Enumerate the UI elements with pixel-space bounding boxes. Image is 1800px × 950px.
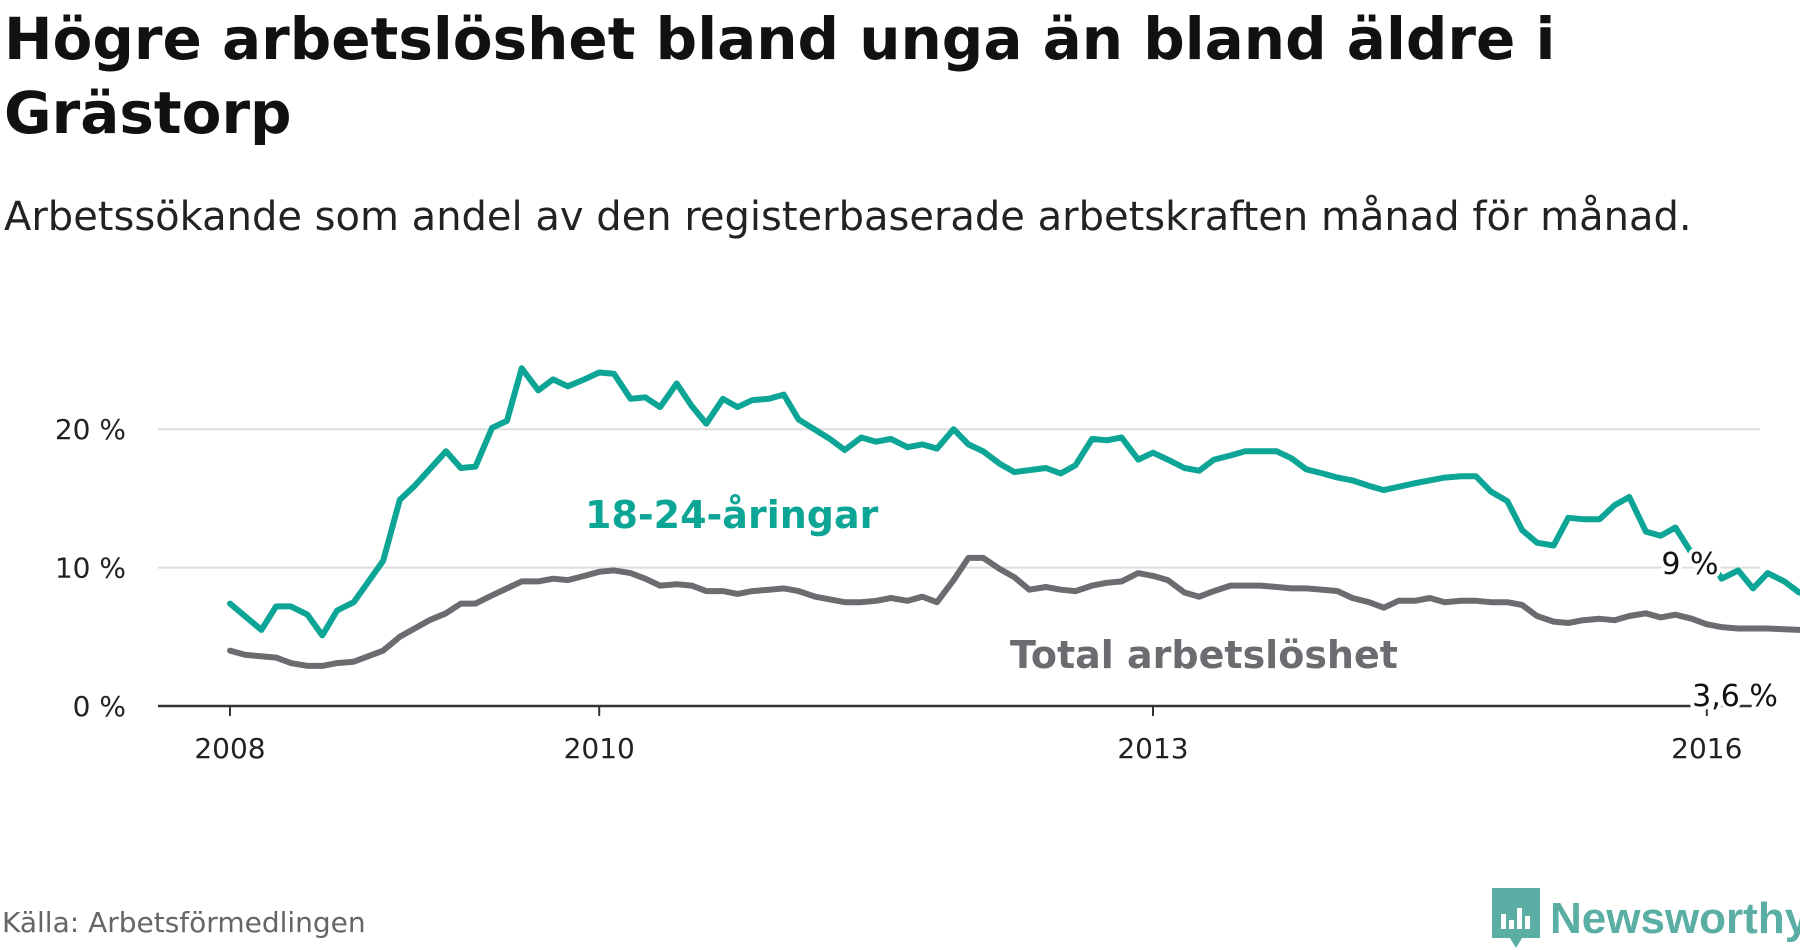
series-line-total bbox=[227, 554, 1800, 669]
series-labels: 18-24-åringar 9 % Total arbetslöshet 3,6 % bbox=[580, 488, 1782, 718]
y-tick-label: 10 % bbox=[55, 552, 126, 585]
brand-name: Newsworthy bbox=[1550, 894, 1800, 943]
x-tick-label: 2008 bbox=[194, 732, 265, 765]
chart-title: Högre arbetslöshet bland unga än bland ä… bbox=[4, 5, 1556, 147]
x-tick-label: 2013 bbox=[1117, 732, 1188, 765]
chart-subtitle: Arbetssökande som andel av den registerb… bbox=[4, 194, 1692, 240]
y-axis: 0 % 10 % 20 % bbox=[55, 413, 126, 723]
series-line-young bbox=[227, 365, 1800, 639]
series-label-young: 18-24-åringar bbox=[585, 493, 879, 537]
end-label-young: 9 % bbox=[1661, 547, 1718, 582]
source-note: Källa: Arbetsförmedlingen bbox=[2, 906, 366, 939]
y-tick-label: 0 % bbox=[73, 690, 126, 723]
x-axis: 2008201020132016201820212023 bbox=[158, 704, 1760, 765]
newsworthy-logo[interactable]: Newsworthy bbox=[1492, 888, 1800, 950]
x-tick-label: 2010 bbox=[564, 732, 635, 765]
plot-area bbox=[227, 365, 1800, 669]
series-label-total: Total arbetslöshet bbox=[1010, 633, 1398, 677]
end-label-total: 3,6 % bbox=[1692, 679, 1778, 714]
newsworthy-logo-icon bbox=[1492, 888, 1540, 948]
x-tick-label: 2016 bbox=[1671, 732, 1742, 765]
y-tick-label: 20 % bbox=[55, 413, 126, 446]
